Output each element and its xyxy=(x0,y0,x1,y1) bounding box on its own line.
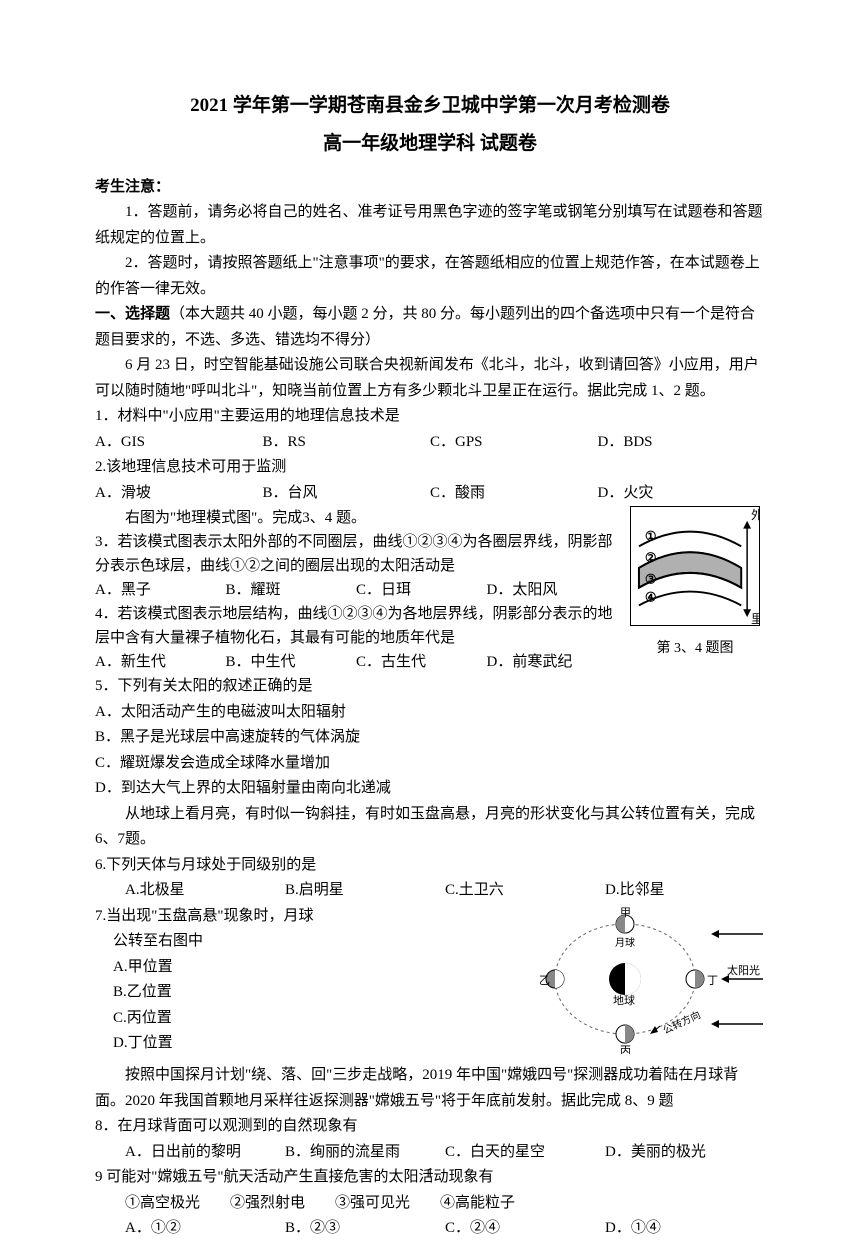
svg-text:丙: 丙 xyxy=(620,1045,631,1054)
svg-text:外: 外 xyxy=(751,508,760,522)
svg-text:③: ③ xyxy=(645,573,656,587)
q4-stem: 4．若该模式图表示地层结构，曲线①②③④为各地层界线，阴影部分表示的地层中含有大… xyxy=(95,602,617,650)
q6-choices: A.北极星 B.启明星 C.土卫六 D.比邻星 xyxy=(125,878,765,904)
q9-options-line: ①高空极光 ②强烈射电 ③强可见光 ④高能粒子 xyxy=(125,1191,765,1217)
q2-choice-c: C．酸雨 xyxy=(430,481,598,507)
section-1-label: 一、选择题 xyxy=(95,306,170,322)
q8-stem: 8．在月球背面可以观测到的自然现象有 xyxy=(95,1114,765,1140)
q9-choice-c: C．②④ xyxy=(445,1216,605,1242)
q3-choices: A．黑子 B．耀斑 C．日珥 D．太阳风 xyxy=(95,578,617,602)
context-q3-q4: 右图为"地理模式图"。完成3、4 题。 xyxy=(95,506,617,530)
q6-choice-b: B.启明星 xyxy=(285,878,445,904)
q4-choice-d: D．前寒武纪 xyxy=(487,650,618,674)
svg-text:④: ④ xyxy=(645,590,656,604)
q1-choice-b: B．RS xyxy=(263,430,431,456)
notice-2: 2．答题时，请按照答题纸上"注意事项"的要求，在答题纸相应的位置上规范作答，在本… xyxy=(95,251,765,302)
q3-choice-a: A．黑子 xyxy=(95,578,226,602)
q9-choices: A．①② B．②③ C．②④ D．①④ xyxy=(125,1216,765,1242)
q6-choice-a: A.北极星 xyxy=(125,878,285,904)
q3-stem: 3．若该模式图表示太阳外部的不同圈层，曲线①②③④为各圈层界线，阴影部分表示色球… xyxy=(95,530,617,578)
context-q8-q9: 按照中国探月计划"绕、落、回"三步走战略，2019 年中国"嫦娥四号"探测器成功… xyxy=(95,1063,765,1114)
q4-choice-b: B．中生代 xyxy=(226,650,357,674)
q1-choice-a: A．GIS xyxy=(95,430,263,456)
q8-choice-c: C．白天的星空 xyxy=(445,1140,605,1166)
figure-q7: 地球 甲 月球 乙 丙 丁 太阳光 公转方向 xyxy=(535,904,765,1064)
q2-stem: 2.该地理信息技术可用于监测 xyxy=(95,455,765,481)
q5-choice-b: B．黑子是光球层中高速旋转的气体涡旋 xyxy=(95,725,765,751)
q8-choice-d: D．美丽的极光 xyxy=(605,1140,765,1166)
figure-q3-q4: 外 里 ① ② ③ ④ 第 3、4 题图 xyxy=(625,506,765,661)
q6-choice-d: D.比邻星 xyxy=(605,878,765,904)
q9-choice-d: D．①④ xyxy=(605,1216,765,1242)
context-q6-q7: 从地球上看月亮，有时似一钩斜挂，有时如玉盘高悬，月亮的形状变化与其公转位置有关，… xyxy=(95,802,765,853)
page-number: 1 xyxy=(427,1162,434,1186)
svg-text:乙: 乙 xyxy=(539,974,550,987)
q8-choice-a: A．日出前的黎明 xyxy=(125,1140,285,1166)
q5-choice-d: D．到达大气上界的太阳辐射量由南向北递减 xyxy=(95,776,765,802)
moon-orbit-diagram-icon: 地球 甲 月球 乙 丙 丁 太阳光 公转方向 xyxy=(535,904,765,1054)
q8-choice-b: B．绚丽的流星雨 xyxy=(285,1140,445,1166)
svg-text:①: ① xyxy=(645,530,656,544)
notice-1: 1．答题前，请务必将自己的姓名、准考证号用黑色字迹的签字笔或钢笔分别填写在试题卷… xyxy=(95,200,765,251)
q1-choices: A．GIS B．RS C．GPS D．BDS xyxy=(95,430,765,456)
q7-choice-d: D.丁位置 xyxy=(113,1031,525,1057)
svg-text:月球: 月球 xyxy=(615,936,635,949)
q2-choices: A．滑坡 B．台风 C．酸雨 D．火灾 xyxy=(95,481,765,507)
q9-choice-a: A．①② xyxy=(125,1216,285,1242)
section-1-desc: （本大题共 40 小题，每小题 2 分，共 80 分。每小题列出的四个备选项中只… xyxy=(95,306,755,348)
figure-q3-q4-caption: 第 3、4 题图 xyxy=(625,637,765,661)
svg-text:地球: 地球 xyxy=(613,993,635,1007)
q1-choice-c: C．GPS xyxy=(430,430,598,456)
layers-diagram-icon: 外 里 ① ② ③ ④ xyxy=(630,506,760,626)
q8-choices: A．日出前的黎明 B．绚丽的流星雨 C．白天的星空 D．美丽的极光 xyxy=(125,1140,765,1166)
q7-stem: 7.当出现"玉盘高悬"现象时，月球 xyxy=(95,904,525,930)
q3-choice-d: D．太阳风 xyxy=(487,578,618,602)
svg-text:太阳光: 太阳光 xyxy=(727,963,760,977)
svg-text:丁: 丁 xyxy=(707,975,718,987)
q1-stem: 1．材料中"小应用"主要运用的地理信息技术是 xyxy=(95,404,765,430)
q7-choice-c: C.丙位置 xyxy=(113,1006,525,1032)
section-1-heading: 一、选择题（本大题共 40 小题，每小题 2 分，共 80 分。每小题列出的四个… xyxy=(95,302,765,353)
q2-choice-a: A．滑坡 xyxy=(95,481,263,507)
exam-title-line1: 2021 学年第一学期苍南县金乡卫城中学第一次月考检测卷 xyxy=(95,90,765,122)
exam-title-line2: 高一年级地理学科 试题卷 xyxy=(95,128,765,160)
notice-header: 考生注意： xyxy=(95,175,765,201)
svg-text:甲: 甲 xyxy=(620,907,631,919)
q5-choice-a: A．太阳活动产生的电磁波叫太阳辐射 xyxy=(95,700,765,726)
q9-choice-b: B．②③ xyxy=(285,1216,445,1242)
svg-text:里: 里 xyxy=(751,612,760,626)
q5-stem: 5．下列有关太阳的叙述正确的是 xyxy=(95,674,765,700)
q7-choice-a: A.甲位置 xyxy=(113,955,525,981)
svg-text:公转方向: 公转方向 xyxy=(661,1008,703,1037)
svg-text:②: ② xyxy=(645,551,656,565)
context-q1-q2: 6 月 23 日，时空智能基础设施公司联合央视新闻发布《北斗，北斗，收到请回答》… xyxy=(95,353,765,404)
q4-choice-a: A．新生代 xyxy=(95,650,226,674)
q5-choice-c: C．耀斑爆发会造成全球降水量增加 xyxy=(95,751,765,777)
q3-choice-c: C．日珥 xyxy=(356,578,487,602)
q4-choices: A．新生代 B．中生代 C．古生代 D．前寒武纪 xyxy=(95,650,617,674)
q6-choice-c: C.土卫六 xyxy=(445,878,605,904)
q2-choice-b: B．台风 xyxy=(263,481,431,507)
q1-choice-d: D．BDS xyxy=(598,430,766,456)
q2-choice-d: D．火灾 xyxy=(598,481,766,507)
q7-sub: 公转至右图中 xyxy=(113,929,525,955)
q6-stem: 6.下列天体与月球处于同级别的是 xyxy=(95,853,765,879)
q3-choice-b: B．耀斑 xyxy=(226,578,357,602)
q4-choice-c: C．古生代 xyxy=(356,650,487,674)
q7-choice-b: B.乙位置 xyxy=(113,980,525,1006)
